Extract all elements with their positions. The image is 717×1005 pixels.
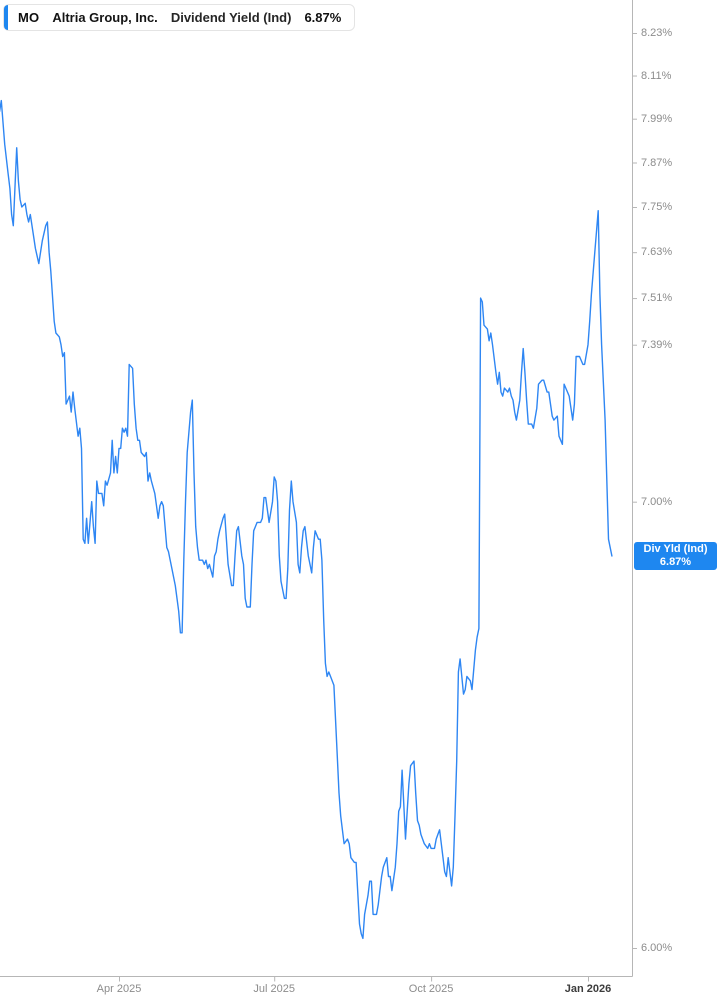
y-axis-tick-label: 6.00% (641, 942, 673, 954)
y-axis-tick-label: 8.11% (641, 69, 672, 82)
y-axis-tick-label: 7.87% (641, 156, 673, 169)
y-axis-tick-label: 7.75% (641, 200, 673, 213)
chart-header-chip: MO Altria Group, Inc. Dividend Yield (In… (3, 4, 356, 31)
y-axis-tick-label: 7.99% (641, 112, 673, 125)
accent-bar (4, 5, 8, 30)
x-axis-tick-label: Jan 2026 (564, 983, 612, 995)
company-name: Altria Group, Inc. (52, 10, 158, 25)
current-value-tag: Div Yld (Ind) 6.87% (634, 541, 717, 570)
metric-value: 6.87% (304, 10, 342, 25)
yield-line-series (0, 99, 613, 940)
current-value-tag-value: 6.87% (659, 555, 692, 568)
y-axis-tick-label: 8.23% (641, 27, 673, 39)
y-axis-tick-label: 7.00% (641, 495, 673, 508)
y-axis-tick-label: 7.39% (641, 338, 673, 351)
x-axis-tick-label: Oct 2025 (408, 983, 454, 995)
metric-name: Dividend Yield (Ind) (170, 10, 292, 25)
y-axis-tick-label: 7.63% (641, 246, 673, 259)
y-axis-tick-label: 7.51% (641, 292, 673, 305)
x-axis-tick-label: Apr 2025 (96, 983, 142, 995)
x-axis-tick-label: Jul 2025 (253, 983, 295, 995)
ticker-symbol: MO (18, 10, 40, 25)
current-value-tag-label: Div Yld (Ind) (643, 542, 708, 555)
